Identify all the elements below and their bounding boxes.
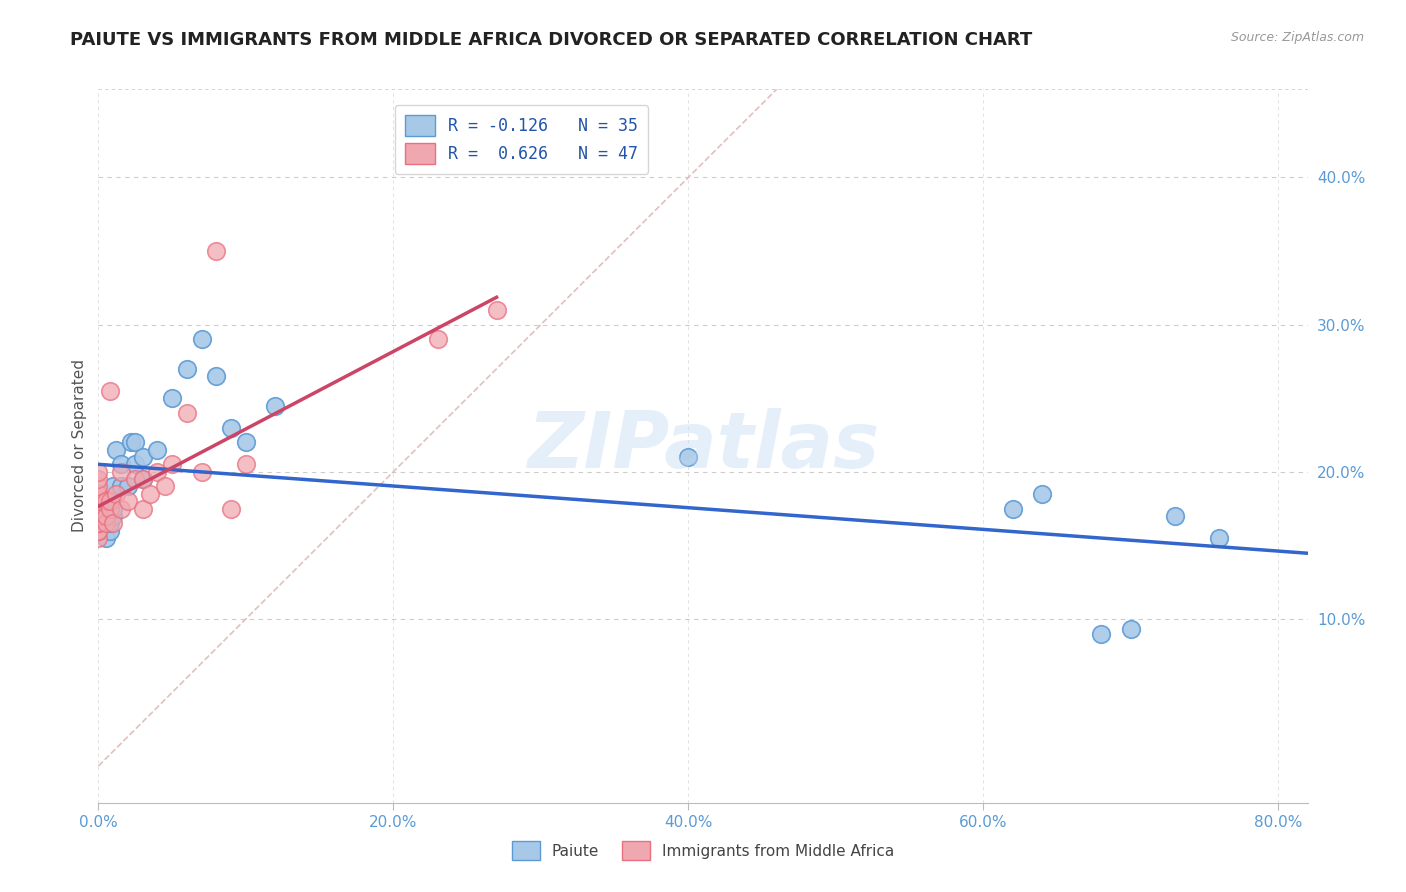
Point — [94, 508, 117, 523]
Point — [87, 508, 110, 523]
Y-axis label: Divorced or Separated: Divorced or Separated — [72, 359, 87, 533]
Point — [98, 508, 121, 523]
Point — [190, 332, 212, 346]
Point — [87, 516, 110, 531]
Point — [219, 501, 242, 516]
Legend: Paiute, Immigrants from Middle Africa: Paiute, Immigrants from Middle Africa — [506, 835, 900, 866]
Point — [87, 472, 110, 486]
Point — [87, 479, 110, 493]
Point — [87, 501, 110, 516]
Point — [110, 465, 132, 479]
Point — [110, 458, 132, 472]
Point — [131, 450, 153, 464]
Point — [98, 384, 121, 398]
Point — [110, 501, 132, 516]
Point — [87, 524, 110, 538]
Point — [110, 479, 132, 493]
Point — [1090, 626, 1112, 640]
Point — [146, 465, 169, 479]
Point — [94, 508, 117, 523]
Point — [94, 494, 117, 508]
Point — [131, 472, 153, 486]
Point — [98, 494, 121, 508]
Point — [678, 450, 700, 464]
Point — [94, 508, 117, 523]
Point — [101, 501, 124, 516]
Point — [87, 508, 110, 523]
Point — [176, 361, 198, 376]
Point — [94, 508, 117, 523]
Point — [235, 458, 257, 472]
Point — [87, 524, 110, 538]
Point — [87, 516, 110, 531]
Point — [87, 465, 110, 479]
Point — [485, 302, 508, 317]
Point — [98, 524, 121, 538]
Point — [1001, 501, 1024, 516]
Point — [124, 458, 146, 472]
Point — [87, 494, 110, 508]
Point — [101, 479, 124, 493]
Point — [87, 494, 110, 508]
Point — [1164, 508, 1187, 523]
Point — [87, 501, 110, 516]
Text: PAIUTE VS IMMIGRANTS FROM MIDDLE AFRICA DIVORCED OR SEPARATED CORRELATION CHART: PAIUTE VS IMMIGRANTS FROM MIDDLE AFRICA … — [70, 31, 1032, 49]
Point — [87, 508, 110, 523]
Point — [87, 487, 110, 501]
Point — [139, 487, 162, 501]
Point — [87, 508, 110, 523]
Point — [426, 332, 449, 346]
Point — [94, 508, 117, 523]
Point — [264, 399, 287, 413]
Point — [94, 531, 117, 545]
Point — [105, 442, 128, 457]
Point — [87, 508, 110, 523]
Point — [190, 465, 212, 479]
Point — [98, 501, 121, 516]
Point — [131, 472, 153, 486]
Point — [1208, 531, 1230, 545]
Point — [153, 479, 176, 493]
Text: ZIPatlas: ZIPatlas — [527, 408, 879, 484]
Point — [101, 508, 124, 523]
Point — [98, 516, 121, 531]
Point — [205, 244, 228, 258]
Point — [87, 508, 110, 523]
Point — [219, 420, 242, 434]
Point — [105, 487, 128, 501]
Point — [87, 487, 110, 501]
Point — [160, 458, 183, 472]
Point — [94, 516, 117, 531]
Point — [1119, 622, 1142, 636]
Point — [131, 501, 153, 516]
Point — [87, 531, 110, 545]
Point — [205, 369, 228, 384]
Point — [176, 406, 198, 420]
Point — [120, 435, 142, 450]
Point — [87, 516, 110, 531]
Point — [160, 391, 183, 405]
Point — [235, 435, 257, 450]
Point — [1031, 487, 1053, 501]
Point — [124, 472, 146, 486]
Point — [101, 516, 124, 531]
Point — [124, 435, 146, 450]
Text: Source: ZipAtlas.com: Source: ZipAtlas.com — [1230, 31, 1364, 45]
Point — [146, 442, 169, 457]
Point — [87, 524, 110, 538]
Point — [117, 479, 139, 493]
Point — [117, 494, 139, 508]
